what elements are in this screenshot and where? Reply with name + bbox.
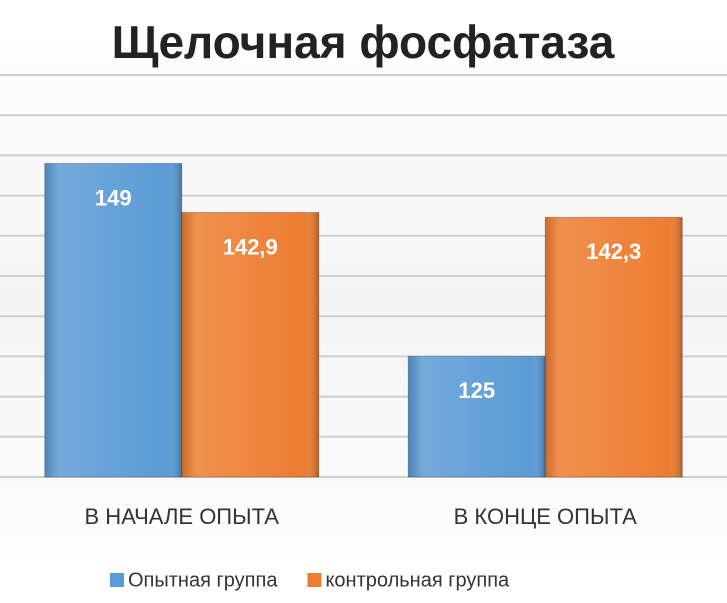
data-label: 149	[95, 185, 132, 210]
legend-swatch	[307, 573, 322, 587]
x-tick-label: В НАЧАЛЕ ОПЫТА	[85, 504, 280, 529]
legend-box	[95, 560, 635, 600]
data-label: 142,3	[586, 239, 641, 264]
bar	[407, 355, 546, 478]
bar	[44, 162, 183, 478]
data-label: 142,9	[223, 234, 278, 259]
chart-title: Щелочная фосфатаза	[112, 16, 615, 68]
data-label: 125	[458, 378, 495, 403]
legend-label: Опытная группа	[128, 569, 278, 591]
legend-label: контрольная группа	[325, 569, 510, 591]
x-tick-label: В КОНЦЕ ОПЫТА	[454, 504, 638, 529]
legend-swatch	[110, 573, 124, 587]
